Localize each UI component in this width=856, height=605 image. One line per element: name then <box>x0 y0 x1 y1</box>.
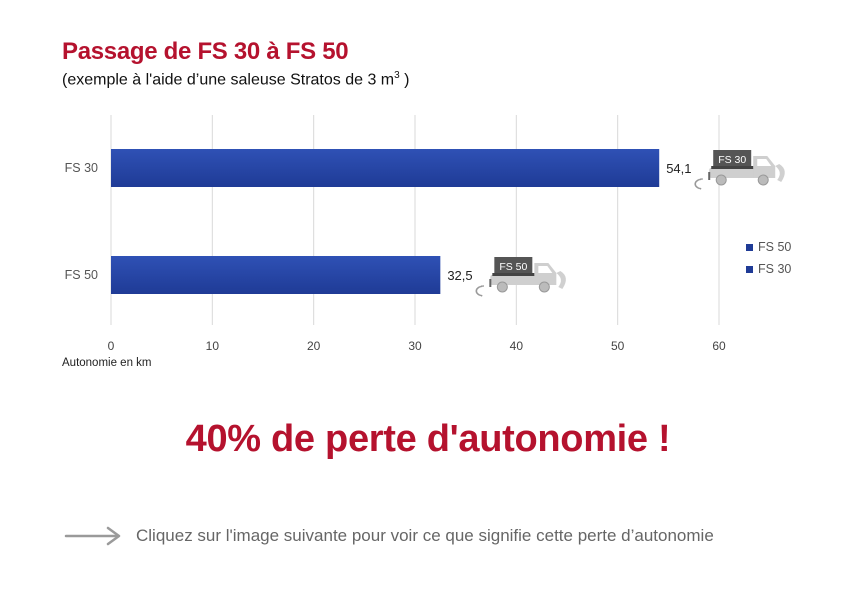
spreader-box <box>494 257 533 275</box>
legend-label: FS 50 <box>758 240 792 254</box>
spray-dot <box>698 187 700 190</box>
data-label: 32,5 <box>447 268 472 283</box>
subtitle-end: ) <box>399 71 410 89</box>
spray-dot <box>699 178 702 181</box>
spray-dot <box>701 178 703 180</box>
truck-wheel <box>538 281 550 293</box>
subtitle-text: (exemple à l'aide d’une saleuse Stratos … <box>62 71 395 89</box>
chart-legend: FS 50 FS 30 <box>746 236 791 280</box>
spreader-box-base <box>492 273 535 276</box>
spray-dot <box>479 294 481 297</box>
arrow-right-icon <box>64 526 121 546</box>
x-tick-label: 0 <box>108 339 115 353</box>
truck-window <box>538 266 553 273</box>
plow-blade <box>556 271 566 289</box>
bar <box>111 256 441 294</box>
truck-wheel <box>715 174 727 186</box>
bar <box>111 149 660 187</box>
next-image-link[interactable]: Cliquez sur l'image suivante pour voir c… <box>64 526 714 546</box>
spreader-box-base <box>711 166 754 169</box>
y-category-label: FS 50 <box>65 268 98 282</box>
cta-text: Cliquez sur l'image suivante pour voir c… <box>136 526 714 545</box>
x-tick-label: 10 <box>206 339 220 353</box>
headline: 40% de perte d'autonomie ! <box>185 418 671 460</box>
truck-window <box>757 159 772 166</box>
x-tick-label: 60 <box>712 339 726 353</box>
y-category-label: FS 30 <box>65 161 98 175</box>
data-label: 54,1 <box>666 161 691 176</box>
subtitle-superscript: 3 <box>394 70 400 81</box>
truck-label: FS 30 <box>718 154 746 166</box>
truck-label: FS 50 <box>499 261 527 273</box>
legend-swatch <box>746 265 753 273</box>
x-tick-label: 30 <box>408 339 422 353</box>
x-axis-title: Autonomie en km <box>62 357 152 369</box>
legend-label: FS 30 <box>758 262 792 276</box>
x-tick-label: 40 <box>510 339 524 353</box>
chart-title: Passage de FS 30 à FS 50 <box>62 38 349 65</box>
legend-item-fs50: FS 50 <box>746 236 791 258</box>
spray-dot <box>480 285 483 288</box>
bar-chart: 0 10 20 30 40 50 60 FS 30 54,1 FS 30 FS 50 32,5 FS 5… <box>65 115 785 353</box>
spray-dot <box>482 285 484 287</box>
x-tick-label: 50 <box>611 339 625 353</box>
chart-subtitle: (exemple à l'aide d’une saleuse Stratos … <box>62 70 409 89</box>
salt-spreader-truck-icon: FS 50 <box>475 257 566 297</box>
truck-wheel <box>757 174 769 186</box>
spray-dot <box>480 294 483 297</box>
legend-swatch <box>746 243 753 251</box>
truck-wheel <box>496 281 508 293</box>
spray-dot <box>699 187 702 190</box>
legend-item-fs30: FS 30 <box>746 258 791 280</box>
spreader-box <box>713 150 752 168</box>
x-tick-label: 20 <box>307 339 321 353</box>
salt-spreader-truck-icon: FS 30 <box>694 150 785 190</box>
plow-blade <box>775 164 785 182</box>
